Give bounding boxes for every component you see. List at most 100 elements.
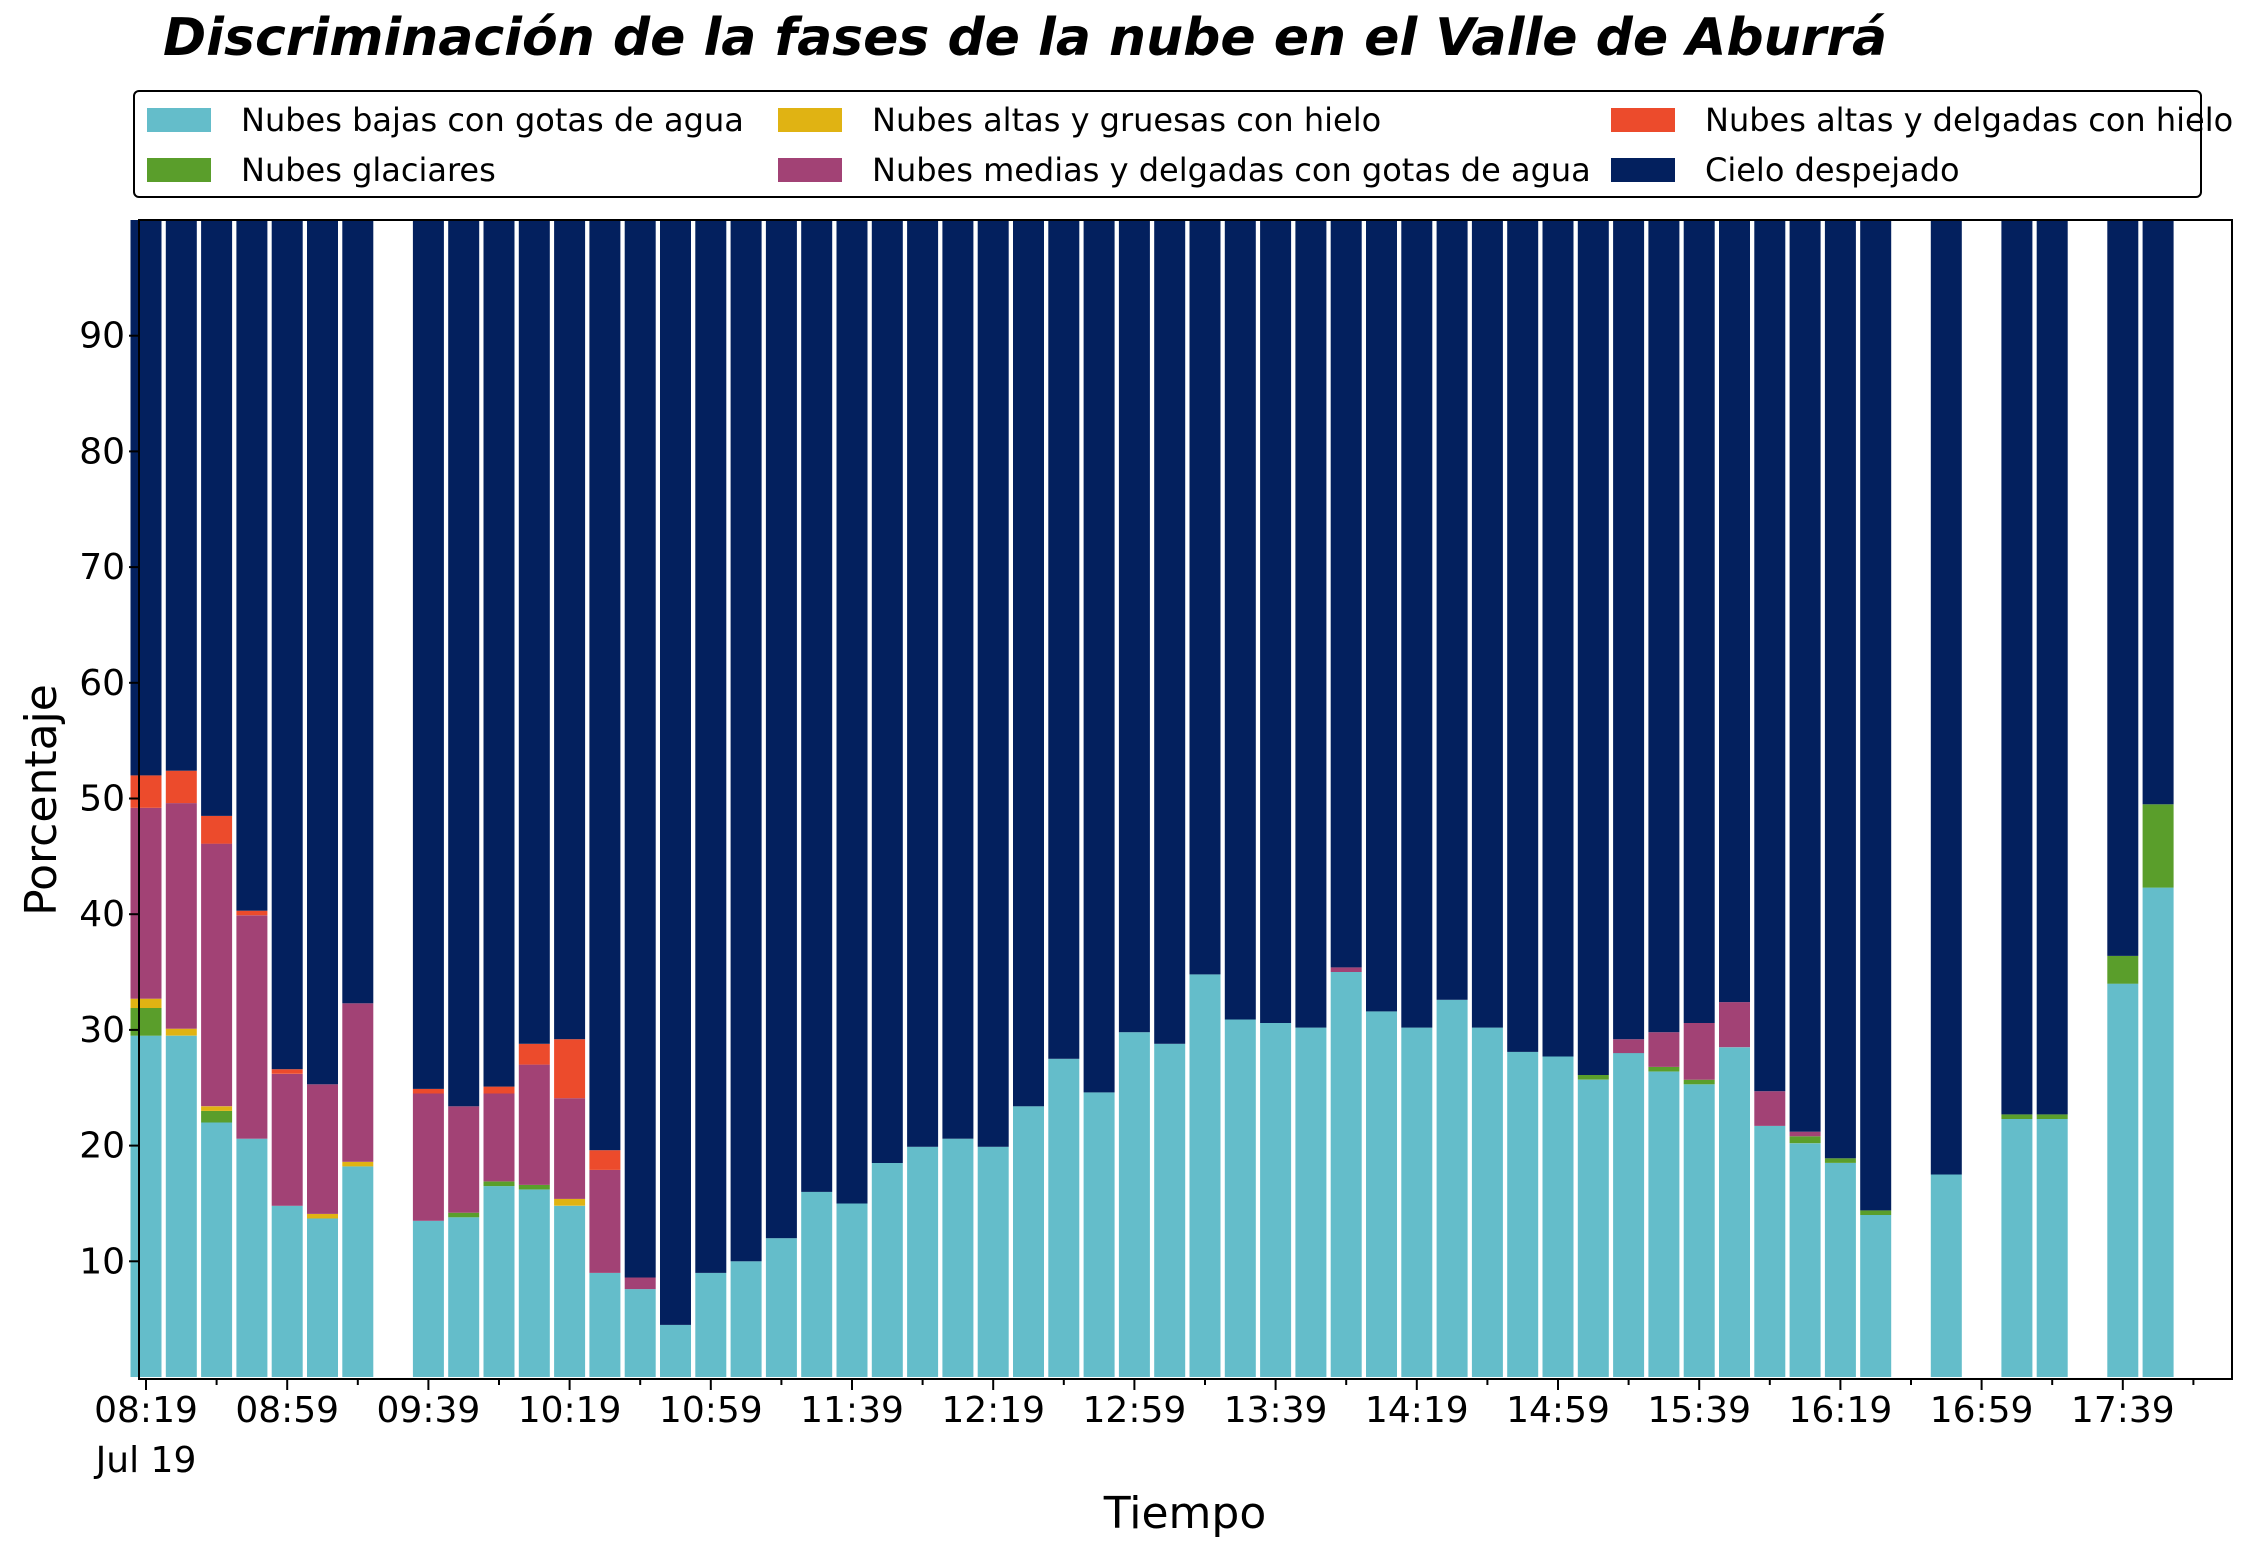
- bar-segment-0949-s0: [448, 1217, 480, 1377]
- bar-segment-1049-s5: [660, 220, 691, 1325]
- axes-layer: 10 20 30 40 50 60 70 80 90 08:19 08:59 09:39 10:19 10…: [79, 316, 2195, 1481]
- bar-segment-0819-s2: [130, 998, 162, 1008]
- bar-segment-1719-s1: [2036, 1114, 2068, 1119]
- bar-segment-0909-s3: [307, 1084, 338, 1214]
- bar-segment-1209-s5: [942, 220, 974, 1139]
- bar-segment-1049-s0: [660, 1324, 691, 1377]
- x-tick-sublabel: Jul 19: [94, 1440, 197, 1481]
- bar-segment-0959-s0: [483, 1186, 515, 1377]
- x-tick-label: 14:59: [1506, 1390, 1610, 1431]
- y-tick-label: 40: [79, 894, 125, 935]
- y-axis-label: Porcentaje: [16, 684, 67, 916]
- bar-segment-0939-s3: [412, 1093, 444, 1221]
- bar-segment-0919-s0: [342, 1166, 374, 1377]
- bar-segment-1559-s0: [1754, 1125, 1786, 1377]
- bar-segment-1439-s5: [1471, 220, 1503, 1028]
- bar-segment-1229-s0: [1013, 1106, 1044, 1377]
- bar-segment-1559-s3: [1754, 1091, 1786, 1126]
- y-tick-label: 80: [79, 431, 125, 472]
- bar-segment-0849-s0: [236, 1138, 268, 1377]
- bar-segment-1139-s5: [836, 220, 868, 1204]
- x-tick-label: 09:39: [377, 1390, 481, 1431]
- bar-segment-1009-s3: [518, 1064, 550, 1185]
- bar-segment-1609-s3: [1789, 1131, 1821, 1137]
- bar-segment-0939-s4: [412, 1088, 444, 1094]
- bar-segment-1339-s0: [1260, 1023, 1292, 1377]
- x-axis-label: Tiempo: [1103, 1488, 1267, 1539]
- bar-segment-0949-s5: [448, 220, 480, 1107]
- bar-segment-1009-s0: [518, 1189, 550, 1377]
- x-tick-label: 15:39: [1647, 1390, 1751, 1431]
- legend-entry-nubes-glaciares: Nubes glaciares: [147, 148, 496, 192]
- bar-segment-1309-s5: [1154, 220, 1186, 1044]
- bar-segment-1609-s5: [1789, 220, 1821, 1132]
- bar-segment-0959-s1: [483, 1181, 515, 1187]
- bar-segment-1609-s1: [1789, 1136, 1821, 1144]
- legend-label-nubes-glaciares: Nubes glaciares: [241, 151, 496, 189]
- bar-segment-0959-s3: [483, 1093, 515, 1182]
- bar-segment-1019-s5: [554, 220, 586, 1040]
- x-tick-label: 17:39: [2071, 1390, 2175, 1431]
- bar-segment-1609-s0: [1789, 1143, 1821, 1377]
- x-tick-label: 10:19: [518, 1390, 622, 1431]
- legend-label-nubes-medias: Nubes medias y delgadas con gotas de agu…: [872, 151, 1591, 189]
- bar-segment-0859-s3: [271, 1073, 303, 1206]
- bar-segment-1629-s0: [1860, 1215, 1892, 1377]
- bar-segment-0839-s0: [201, 1122, 233, 1377]
- x-tick-label: 08:59: [235, 1390, 339, 1431]
- bar-segment-1059-s5: [695, 220, 727, 1273]
- bar-segment-1529-s5: [1648, 220, 1680, 1033]
- bars-layer: [130, 220, 2174, 1377]
- bar-segment-1349-s5: [1295, 220, 1327, 1028]
- x-tick-label: 08:19: [94, 1390, 198, 1431]
- legend-swatch-nubes-altas-delgadas: [1611, 108, 1675, 132]
- bar-segment-1359-s0: [1330, 972, 1362, 1377]
- bar-segment-0829-s2: [165, 1028, 197, 1036]
- bar-segment-1139-s0: [836, 1203, 868, 1377]
- bar-segment-1359-s5: [1330, 220, 1362, 968]
- y-tick-label: 10: [79, 1241, 125, 1282]
- bar-segment-1349-s0: [1295, 1027, 1327, 1377]
- legend-entry-cielo-despejado: Cielo despejado: [1611, 148, 1960, 192]
- bar-segment-0839-s1: [201, 1110, 233, 1123]
- legend-entry-nubes-altas-gruesas: Nubes altas y gruesas con hielo: [778, 98, 1381, 142]
- bar-segment-0839-s3: [201, 843, 233, 1107]
- bar-segment-0949-s1: [448, 1212, 480, 1218]
- bar-segment-1039-s3: [624, 1277, 656, 1290]
- bar-segment-1209-s0: [942, 1138, 974, 1377]
- bar-segment-1439-s0: [1471, 1027, 1503, 1377]
- bar-segment-1149-s5: [871, 220, 903, 1163]
- bar-segment-0849-s5: [236, 220, 268, 911]
- bar-segment-1519-s3: [1613, 1039, 1645, 1054]
- x-tick-label: 12:19: [941, 1390, 1045, 1431]
- bar-segment-0849-s4: [236, 910, 268, 916]
- bar-segment-0859-s0: [271, 1205, 303, 1377]
- bar-segment-1429-s0: [1436, 999, 1468, 1377]
- bar-segment-1559-s5: [1754, 220, 1786, 1092]
- bar-segment-0949-s3: [448, 1106, 480, 1213]
- bar-segment-1529-s1: [1648, 1066, 1680, 1072]
- bar-segment-0959-s4: [483, 1086, 515, 1094]
- bar-segment-1629-s5: [1860, 220, 1892, 1211]
- bar-segment-1529-s3: [1648, 1032, 1680, 1067]
- bar-segment-1739-s1: [2107, 955, 2139, 984]
- bar-segment-1259-s0: [1118, 1032, 1150, 1377]
- bar-segment-1309-s0: [1154, 1043, 1186, 1377]
- bar-segment-1319-s0: [1189, 974, 1221, 1377]
- bar-segment-0859-s4: [271, 1069, 303, 1074]
- bar-segment-0909-s5: [307, 220, 338, 1085]
- bar-segment-1509-s0: [1577, 1079, 1609, 1377]
- bar-segment-1019-s4: [554, 1039, 586, 1099]
- legend-label-cielo-despejado: Cielo despejado: [1705, 151, 1960, 189]
- bar-segment-0819-s4: [130, 775, 162, 808]
- bar-segment-1459-s5: [1542, 220, 1574, 1057]
- bar-segment-1219-s0: [977, 1146, 1009, 1377]
- bar-segment-1409-s5: [1366, 220, 1397, 1012]
- bar-segment-1129-s0: [801, 1191, 833, 1377]
- bar-segment-1519-s0: [1613, 1053, 1645, 1377]
- bar-segment-0849-s3: [236, 915, 268, 1139]
- bar-segment-1519-s5: [1613, 220, 1645, 1040]
- bar-segment-1259-s5: [1118, 220, 1150, 1033]
- x-tick-label: 16:19: [1789, 1390, 1893, 1431]
- bar-segment-0919-s2: [342, 1161, 374, 1167]
